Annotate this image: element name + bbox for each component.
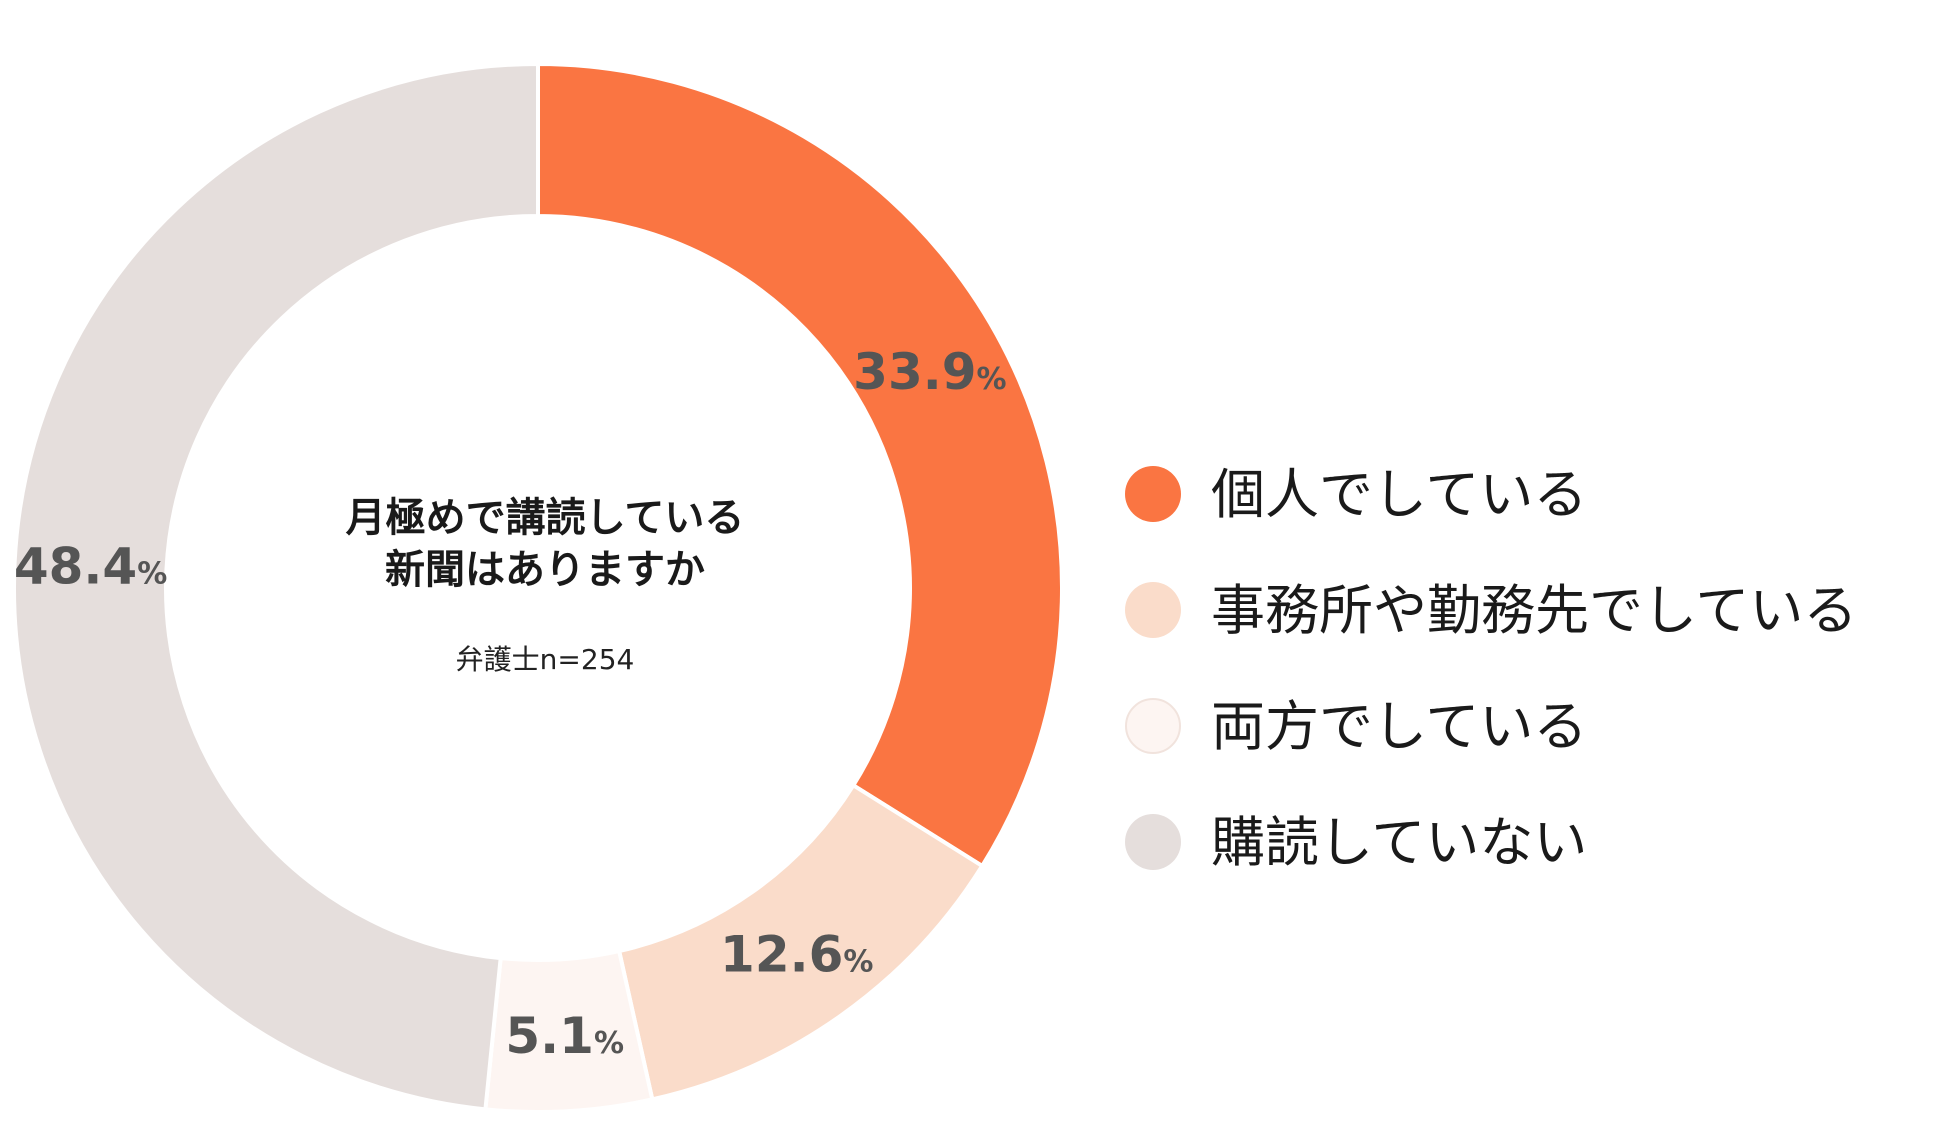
legend-label-koudoku-nashi: 購読していない — [1211, 811, 1588, 874]
legend-swatch-kojin — [1125, 466, 1181, 522]
legend-swatch-jimusho — [1125, 582, 1181, 638]
data-label-koudoku-nashi: 48.4% — [14, 537, 167, 595]
data-label-kojin: 33.9% — [853, 343, 1006, 401]
legend-swatch-koudoku-nashi — [1125, 814, 1181, 870]
chart-subtitle: 弁護士n=254 — [455, 643, 635, 676]
legend-label-jimusho: 事務所や勤務先でしている — [1211, 579, 1858, 642]
data-label-jimusho: 12.6% — [720, 926, 873, 984]
legend-label-ryouhou: 両方でしている — [1211, 695, 1588, 758]
chart-title-line-2: 新聞はありますか — [385, 547, 705, 593]
donut-slice-kojin — [536, 61, 1064, 869]
legend-label-kojin: 個人でしている — [1211, 463, 1588, 526]
legend-swatch-ryouhou — [1125, 698, 1181, 754]
data-label-ryouhou: 5.1% — [505, 1007, 624, 1065]
donut-slice-koudoku-nashi — [12, 61, 540, 1112]
chart-title-line-1: 月極めで講読している — [345, 495, 745, 541]
chart-title: 月極めで講読している 新聞はありますか — [245, 492, 845, 596]
